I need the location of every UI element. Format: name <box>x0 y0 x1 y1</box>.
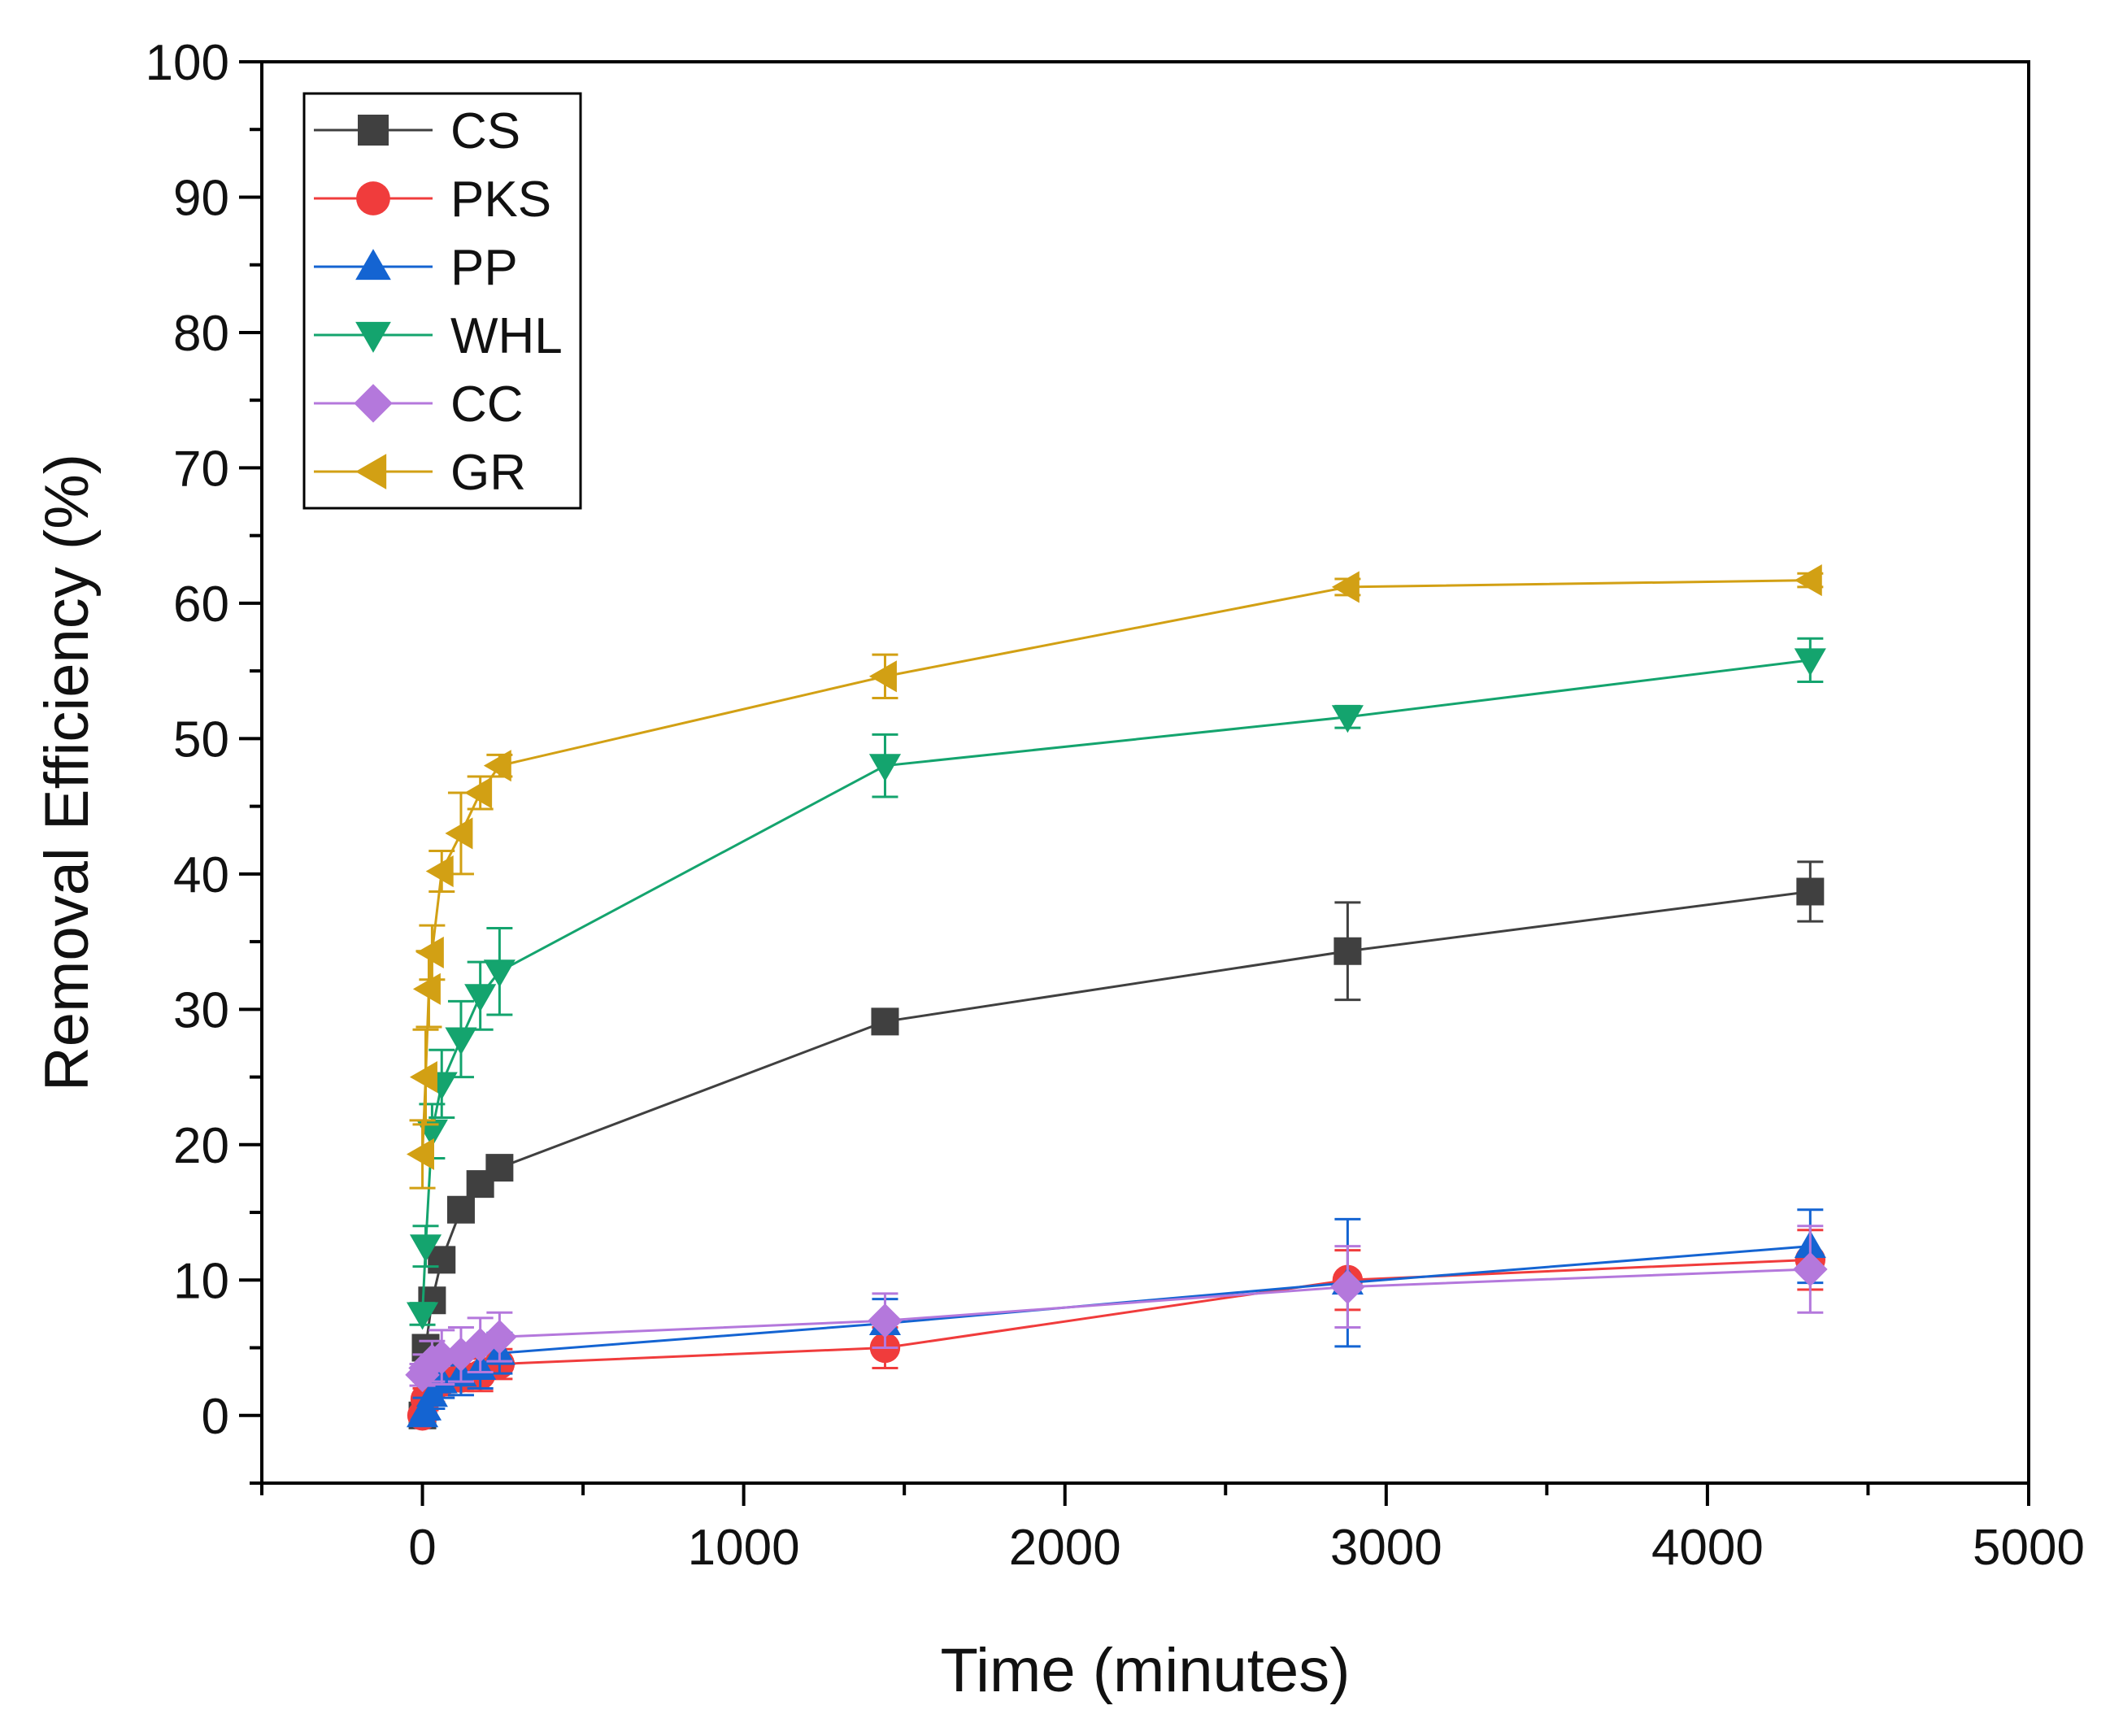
data-point <box>485 1154 514 1182</box>
legend-marker <box>358 115 389 146</box>
data-point <box>445 1027 477 1055</box>
y-tick-label: 0 <box>202 1389 229 1445</box>
y-tick-label: 90 <box>173 170 229 226</box>
x-tick-label: 5000 <box>1973 1520 2085 1576</box>
data-point <box>868 660 897 693</box>
legend-item-whl: WHL <box>314 308 563 364</box>
x-tick-label: 0 <box>408 1520 436 1576</box>
data-point <box>871 1007 899 1036</box>
data-point <box>464 777 493 809</box>
data-point <box>464 984 497 1012</box>
x-tick-label: 1000 <box>688 1520 800 1576</box>
x-tick-label: 3000 <box>1330 1520 1442 1576</box>
x-tick-label: 4000 <box>1651 1520 1764 1576</box>
y-tick-label: 80 <box>173 306 229 362</box>
legend-marker <box>355 454 387 489</box>
legend-marker <box>354 384 393 423</box>
legend-label: PP <box>450 240 518 296</box>
data-point <box>483 959 516 988</box>
data-point <box>409 1234 442 1263</box>
data-point <box>868 1303 903 1338</box>
data-point <box>446 1195 475 1224</box>
series-gr <box>406 564 1824 1190</box>
data-point <box>445 817 473 850</box>
y-tick-label: 60 <box>173 576 229 633</box>
data-point <box>412 972 441 1005</box>
y-axis-title: Removal Efficiency (%) <box>33 454 102 1091</box>
legend-label: CC <box>450 376 524 433</box>
legend-item-cs: CS <box>314 103 520 159</box>
legend-label: PKS <box>450 172 551 228</box>
data-point <box>1793 1251 1828 1287</box>
data-point <box>409 1061 437 1094</box>
legend-item-cc: CC <box>314 376 524 433</box>
data-point <box>482 1319 517 1355</box>
data-point <box>406 1302 439 1330</box>
x-axis-title: Time (minutes) <box>941 1636 1351 1705</box>
y-tick-label: 100 <box>146 35 229 91</box>
legend-marker <box>355 249 391 281</box>
y-tick-label: 40 <box>173 847 229 903</box>
legend: CS PKS PP WHL CC GR <box>302 92 582 510</box>
legend-marker <box>355 321 391 353</box>
legend-label: CS <box>450 103 520 159</box>
series-layer <box>405 564 1828 1431</box>
data-point <box>1794 648 1826 677</box>
y-tick-label: 50 <box>173 711 229 768</box>
legend-item-pp: PP <box>314 240 518 296</box>
data-point <box>1331 571 1360 603</box>
data-point <box>868 754 902 782</box>
legend-marker <box>356 181 390 215</box>
data-point <box>1331 705 1364 733</box>
y-tick-label: 30 <box>173 982 229 1038</box>
data-point <box>483 750 511 782</box>
legend-label: GR <box>450 445 526 501</box>
legend-label: WHL <box>450 308 563 364</box>
data-point <box>415 936 444 968</box>
legend-item-gr: GR <box>314 445 526 501</box>
y-tick-label: 20 <box>173 1118 229 1174</box>
y-tick-label: 10 <box>173 1253 229 1309</box>
legend-box <box>302 92 582 510</box>
data-point <box>425 855 454 888</box>
plot-frame <box>260 60 2030 1485</box>
y-tick-label: 70 <box>173 441 229 497</box>
data-point <box>1330 1269 1365 1304</box>
series-cc <box>405 1225 1828 1393</box>
legend-item-pks: PKS <box>314 172 551 228</box>
data-point <box>1796 877 1825 906</box>
x-tick-label: 2000 <box>1009 1520 1121 1576</box>
data-point <box>406 1138 434 1171</box>
data-point <box>1333 937 1362 965</box>
data-point <box>1794 564 1822 597</box>
